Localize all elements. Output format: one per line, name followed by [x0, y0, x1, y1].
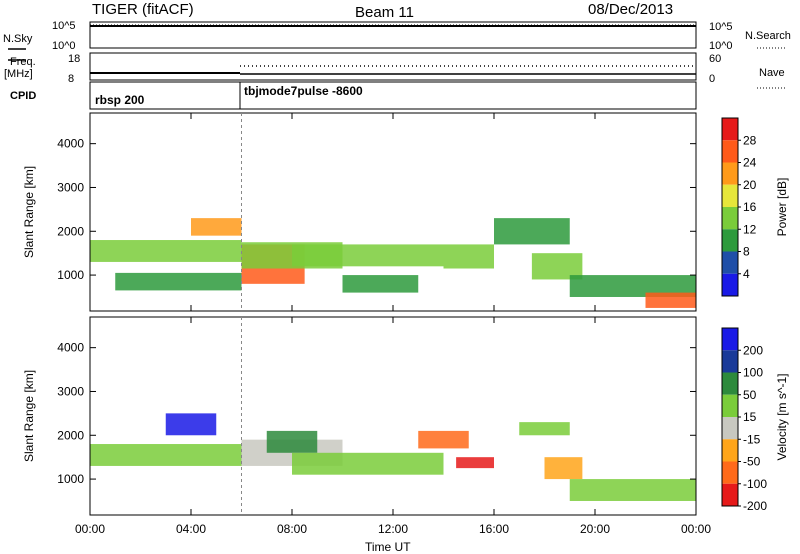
data-region	[569, 275, 696, 297]
colorbar-label: Power [dB]	[775, 178, 789, 237]
y-tick-label: 4000	[57, 341, 84, 355]
colorbar-tick-label: 50	[743, 388, 757, 402]
cpid-1: rbsp 200	[95, 93, 145, 107]
y-tick-label: 2000	[57, 224, 84, 238]
freq-strip	[89, 52, 697, 81]
freq-label: Freq.	[10, 56, 36, 68]
colorbar-segment	[722, 140, 738, 163]
colorbar-tick-label: -15	[743, 432, 761, 446]
cpid-2: tbjmode7pulse -8600	[244, 84, 363, 98]
data-region	[191, 218, 242, 236]
colorbar-tick-label: 24	[743, 156, 757, 170]
nsky-label: N.Sky	[3, 33, 33, 45]
power-colorbar: 28 24 20 16 12 8 4 Power [dB]	[721, 117, 789, 297]
x-tick-label: 00:00	[75, 522, 105, 536]
colorbar-tick-label: 15	[743, 410, 757, 424]
colorbar-segment	[722, 372, 738, 395]
freq-tick-low: 8	[68, 73, 74, 85]
colorbar-segment	[722, 229, 738, 252]
y-tick-label: 3000	[57, 384, 84, 398]
colorbar-tick-label: 4	[743, 267, 750, 281]
y-axis-label: Slant Range [km]	[22, 370, 36, 462]
x-axis-label: Time UT	[365, 540, 411, 554]
data-region	[544, 457, 583, 480]
data-region	[115, 272, 242, 291]
colorbar-segment	[722, 162, 738, 185]
nsky-tick-high: 10^5	[52, 20, 76, 32]
colorbar-segment	[722, 273, 738, 296]
plot-title: TIGER (fitACF)	[92, 1, 194, 18]
y-tick-label: 4000	[57, 137, 84, 151]
colorbar-segment	[722, 328, 738, 351]
colorbar-label: Velocity [m s^-1]	[775, 374, 789, 461]
colorbar-segment	[722, 184, 738, 207]
nsearch-label: N.Search	[745, 30, 791, 42]
x-tick-label: 20:00	[580, 522, 610, 536]
y-tick-label: 3000	[57, 180, 84, 194]
freq-tick-high: 18	[68, 53, 80, 65]
data-region	[519, 422, 570, 436]
data-region	[456, 457, 494, 469]
data-region	[569, 479, 696, 501]
colorbar-segment	[722, 439, 738, 462]
cpid-label: CPID	[10, 90, 36, 102]
colorbar-segment	[722, 394, 738, 417]
colorbar-segment	[722, 251, 738, 274]
date-label: 08/Dec/2013	[588, 1, 673, 18]
colorbar-tick-label: -200	[743, 499, 767, 513]
data-region	[292, 244, 444, 267]
y-tick-label: 2000	[57, 428, 84, 442]
nsearch-tick-low: 10^0	[709, 40, 733, 52]
data-region	[645, 292, 696, 308]
colorbar-tick-label: 12	[743, 222, 757, 236]
freq-unit-label: [MHz]	[4, 68, 33, 80]
data-region	[443, 244, 494, 269]
colorbar-tick-label: 200	[743, 343, 763, 357]
nave-tick-low: 0	[709, 73, 715, 85]
cpid-strip	[89, 81, 697, 110]
beam-label: Beam 11	[355, 4, 414, 21]
y-tick-label: 1000	[57, 472, 84, 486]
data-region	[494, 218, 570, 245]
data-region	[90, 444, 242, 466]
nsky-tick-low: 10^0	[52, 40, 76, 52]
colorbar-tick-label: -50	[743, 455, 761, 469]
colorbar-tick-label: 28	[743, 133, 757, 147]
nsky-strip	[89, 21, 697, 49]
colorbar-tick-label: 100	[743, 366, 763, 380]
data-region	[418, 430, 469, 449]
colorbar-segment	[722, 350, 738, 373]
x-tick-label: 04:00	[176, 522, 206, 536]
nsearch-tick-high: 10^5	[709, 21, 733, 33]
x-tick-label: 00:00	[681, 522, 711, 536]
colorbar-segment	[722, 207, 738, 230]
x-tick-label: 12:00	[378, 522, 408, 536]
data-region	[165, 413, 217, 436]
colorbar-tick-label: 8	[743, 245, 750, 259]
nave-tick-high: 60	[709, 53, 721, 65]
data-region	[292, 452, 444, 475]
colorbar-segment	[722, 461, 738, 484]
velocity-panel: 1000 2000 3000 4000 Slant Range [km] 00:00 04:…	[22, 316, 711, 536]
x-tick-label: 16:00	[479, 522, 509, 536]
x-tick-label: 08:00	[277, 522, 307, 536]
colorbar-tick-label: -100	[743, 477, 767, 491]
data-region	[342, 275, 419, 293]
data-region	[266, 430, 318, 453]
colorbar-segment	[722, 118, 738, 141]
colorbar-tick-label: 20	[743, 178, 757, 192]
colorbar-segment	[722, 483, 738, 506]
nave-label: Nave	[759, 67, 785, 79]
power-panel: 1000 2000 3000 4000 Slant Range [km]	[22, 112, 697, 312]
colorbar-tick-label: 16	[743, 200, 757, 214]
velocity-colorbar: 200 100 50 15 -15 -50 -100 -200 Velocity [m s^-1…	[721, 327, 789, 513]
y-axis-label: Slant Range [km]	[22, 166, 36, 258]
colorbar-segment	[722, 417, 738, 440]
y-tick-label: 1000	[57, 268, 84, 282]
data-region	[90, 240, 242, 262]
